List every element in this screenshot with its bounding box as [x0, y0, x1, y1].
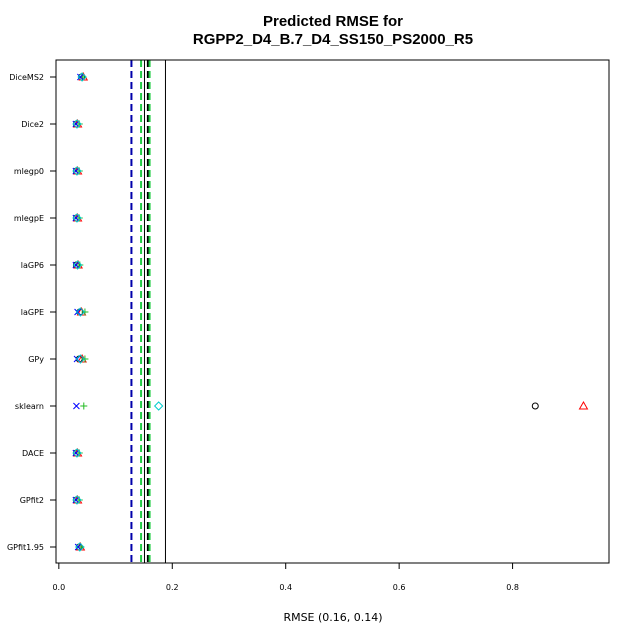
data-points — [72, 71, 589, 552]
point-diamond-4 — [72, 260, 83, 270]
point-x-7 — [73, 402, 80, 410]
point-x-8 — [72, 449, 80, 457]
reference-lines — [130, 60, 166, 563]
y-tick-label-9: GPfit2 — [20, 496, 44, 505]
point-x-3 — [72, 214, 80, 222]
x-tick-label-2: 0.4 — [279, 583, 292, 592]
point-diamond-8 — [72, 448, 82, 458]
chart-title-line2: RGPP2_D4_B.7_D4_SS150_PS2000_R5 — [193, 31, 473, 48]
point-x-1 — [72, 120, 80, 128]
y-tick-label-8: DACE — [22, 449, 44, 458]
y-axis: DiceMS2 Dice2 mlegp0 mlegpE laGP6 laGPE GPy skl… — [7, 73, 57, 552]
point-plus-7 — [80, 402, 88, 410]
y-tick-label-7: sklearn — [15, 402, 44, 411]
point-diamond-5 — [75, 307, 86, 317]
y-tick-label-3: mlegpE — [14, 214, 44, 223]
point-diamond-1 — [72, 119, 82, 129]
point-x-5 — [74, 308, 81, 316]
y-tick-label-6: GPy — [28, 355, 44, 364]
y-tick-label-5: laGPE — [21, 308, 44, 317]
x-tick-label-4: 0.8 — [506, 583, 519, 592]
point-x-0 — [77, 73, 84, 81]
point-triangle-7 — [578, 400, 589, 410]
y-tick-label-4: laGP6 — [21, 261, 44, 270]
point-diamond-6 — [75, 354, 86, 364]
chart-title-line1: Predicted RMSE for — [263, 13, 403, 30]
point-circle-7 — [531, 402, 539, 410]
point-diamond-10 — [75, 542, 85, 552]
x-axis-title: RMSE (0.16, 0.14) — [283, 611, 382, 624]
point-diamond-2 — [72, 166, 82, 176]
point-diamond-3 — [72, 213, 82, 223]
point-diamond-9 — [72, 495, 82, 505]
x-tick-label-3: 0.6 — [393, 583, 406, 592]
point-x-4 — [72, 261, 80, 269]
y-tick-label-10: GPfit1.95 — [7, 543, 44, 552]
point-x-2 — [72, 167, 80, 175]
y-tick-label-1: Dice2 — [21, 120, 44, 129]
x-tick-label-1: 0.2 — [166, 583, 179, 592]
y-tick-label-0: DiceMS2 — [9, 73, 44, 82]
point-diamond-7 — [153, 401, 164, 411]
point-x-9 — [72, 496, 80, 504]
point-diamond-0 — [77, 72, 87, 82]
plot-frame — [55, 59, 610, 564]
x-tick-label-0: 0.0 — [52, 583, 65, 592]
point-x-10 — [74, 543, 82, 551]
x-axis: 0.0 0.2 0.4 0.6 0.8 — [52, 562, 519, 592]
y-tick-label-2: mlegp0 — [14, 167, 44, 176]
